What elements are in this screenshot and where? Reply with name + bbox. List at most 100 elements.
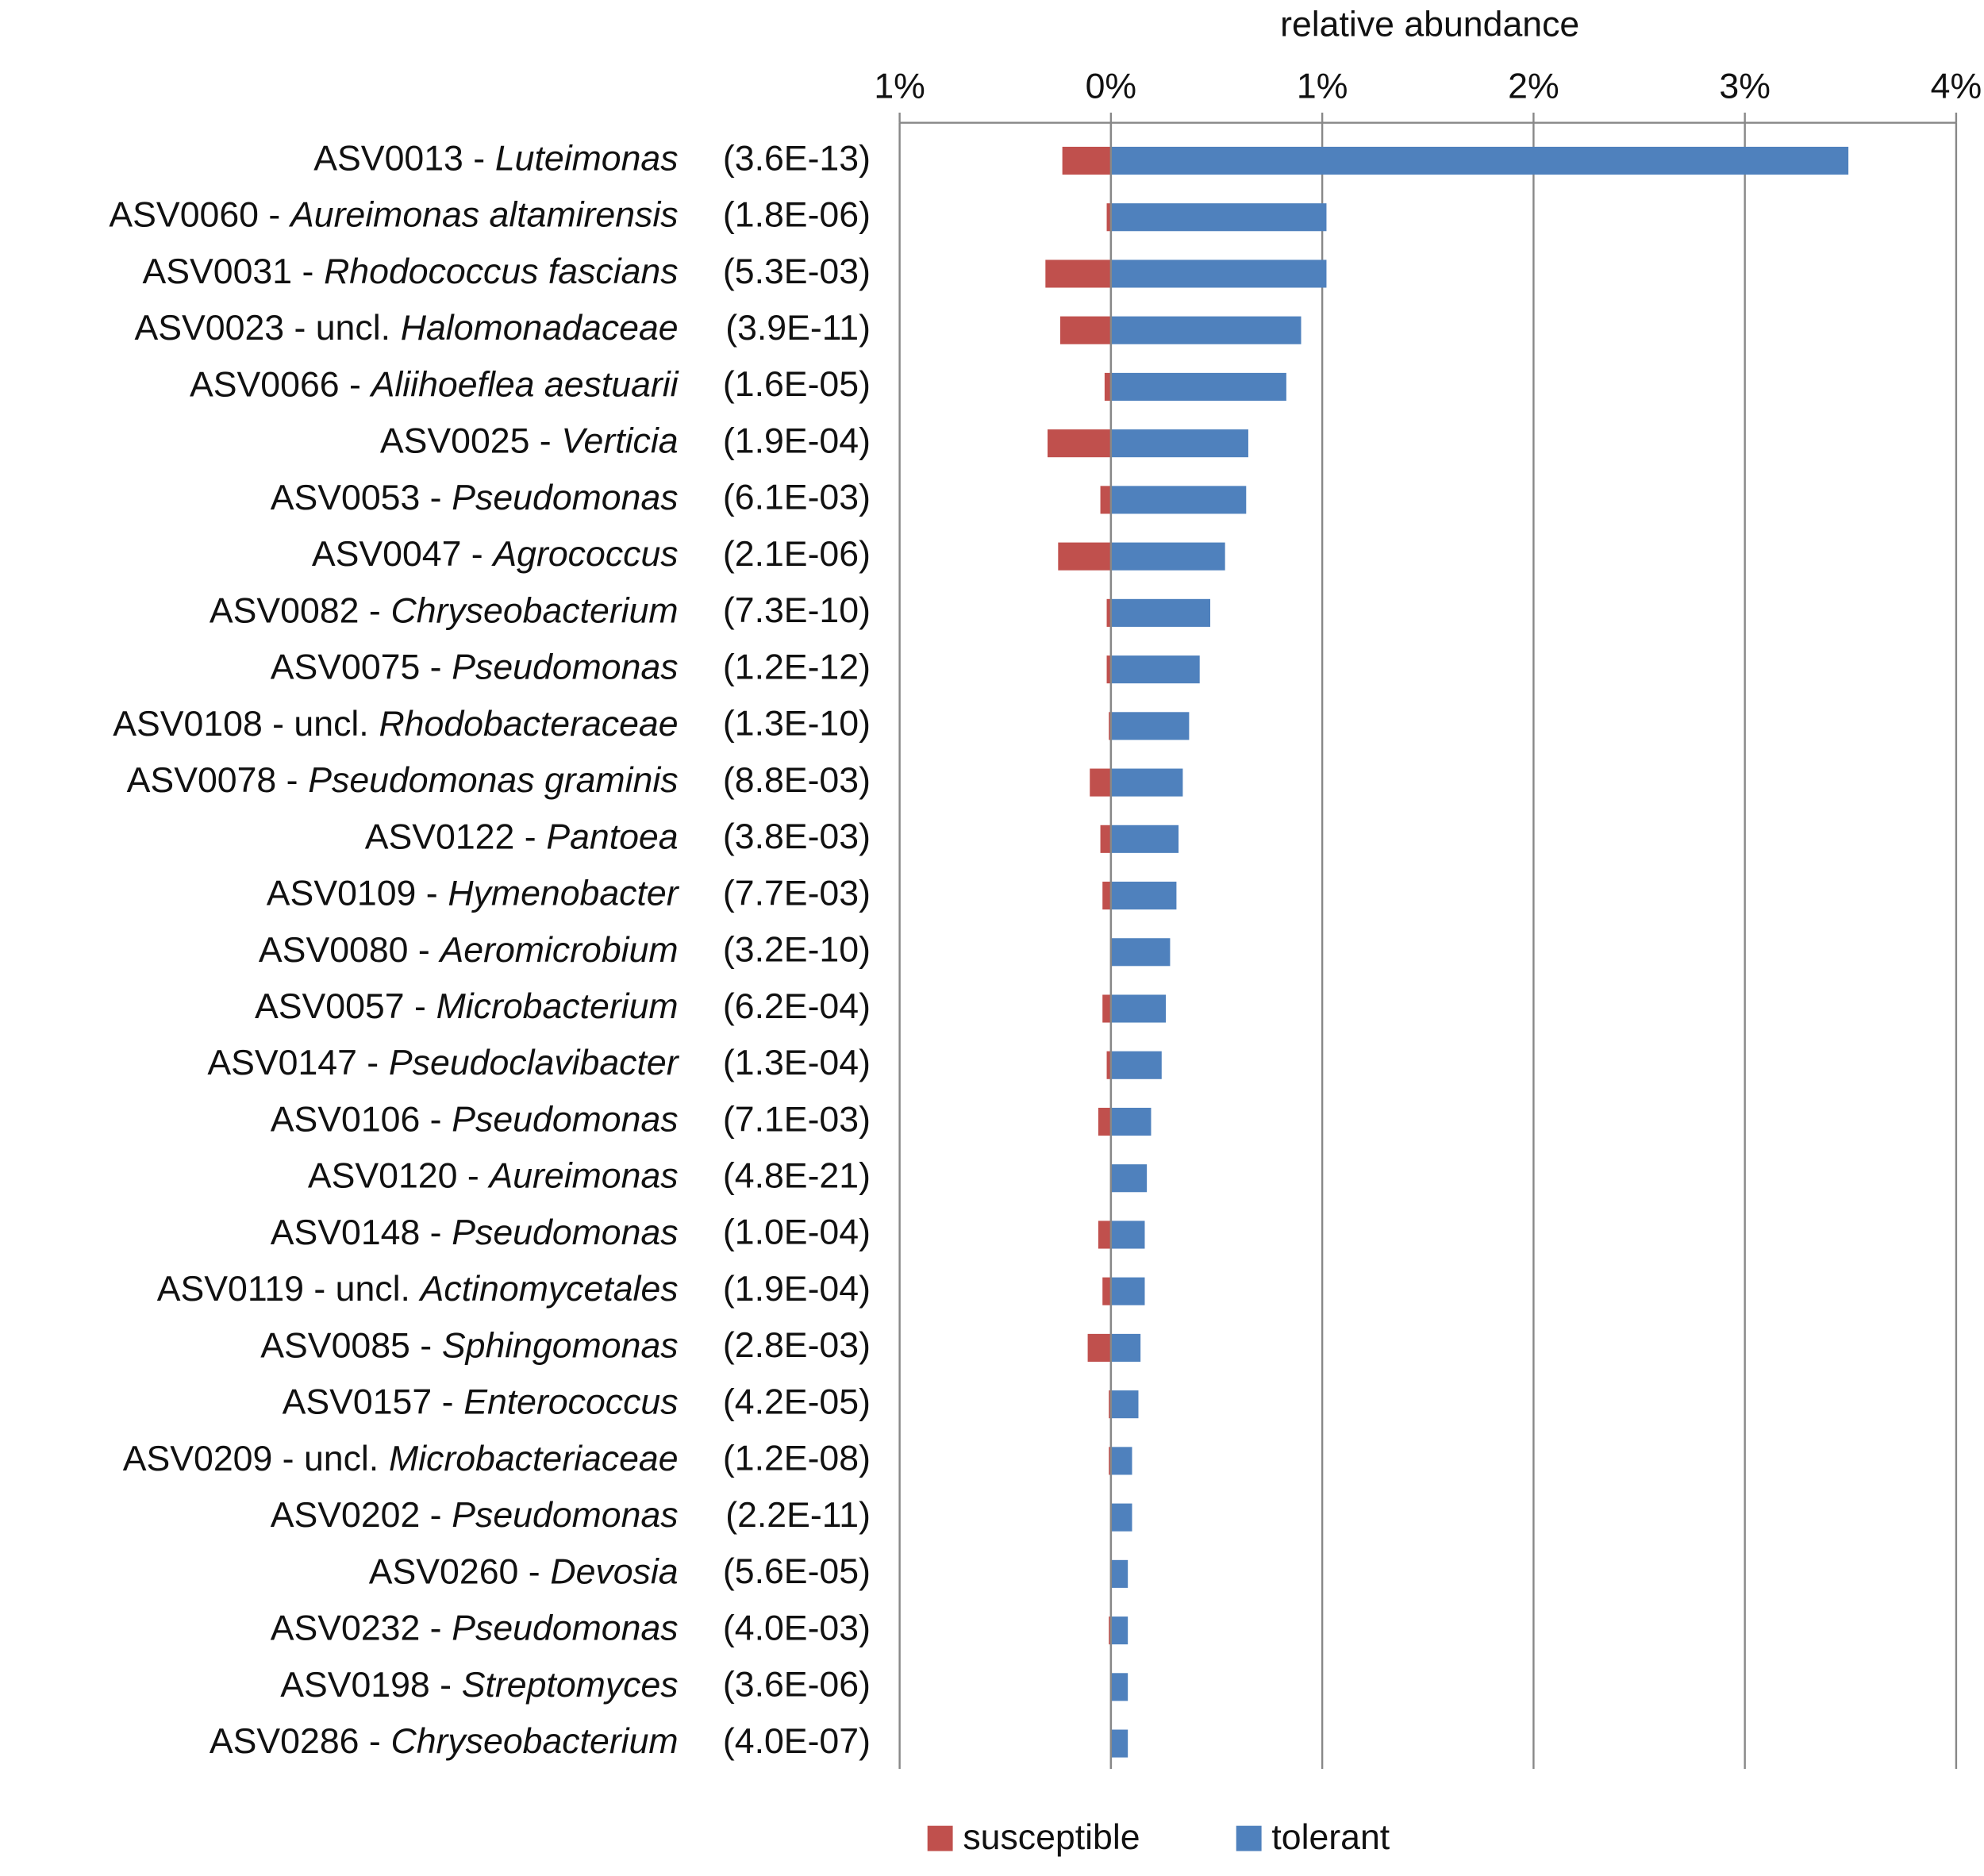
category-id: ASV0053 - [271, 479, 442, 517]
bar [1045, 259, 1111, 288]
category-taxon: Verticia [561, 421, 678, 460]
p-value: (1.6E-05) [723, 365, 871, 404]
x-tick-label: 0% [1086, 67, 1137, 106]
category-label: ASV0232 - Pseudomonas [271, 1609, 679, 1647]
bar [1110, 486, 1247, 514]
category-taxon: Streptomyces [462, 1666, 679, 1705]
category-taxon: Pseudomonas [452, 1609, 678, 1647]
p-value: (4.2E-05) [723, 1382, 871, 1421]
bar [1110, 372, 1286, 401]
category-label: ASV0082 - Chryseobacterium [210, 591, 679, 630]
bar [1110, 1107, 1152, 1136]
category-id: ASV0260 - [369, 1552, 540, 1591]
category-id: ASV0057 - [255, 987, 426, 1026]
bar [1110, 1221, 1145, 1249]
p-value: (4.0E-07) [723, 1722, 871, 1761]
bar [1087, 1333, 1111, 1362]
category-id: ASV0122 - [365, 817, 536, 856]
category-taxon: Aliihoeflea aestuarii [369, 365, 679, 404]
p-value: (6.1E-03) [723, 479, 871, 517]
category-label: ASV0085 - Sphingomonas [260, 1326, 678, 1365]
p-value: (3.6E-13) [723, 139, 871, 178]
p-value: (2.2E-11) [725, 1496, 871, 1535]
bar [1110, 203, 1327, 232]
category-id: ASV0147 - [207, 1044, 379, 1082]
legend-swatch [1236, 1825, 1262, 1851]
category-label: ASV0108 - uncl. Rhodobacteraceae [113, 705, 678, 744]
category-taxon: Chryseobacterium [390, 591, 678, 630]
category-id: ASV0025 - [380, 421, 552, 460]
category-id: ASV0232 - [271, 1609, 442, 1647]
category-id: ASV0085 - [260, 1326, 432, 1365]
category-id: ASV0013 - [313, 139, 485, 178]
p-value: (6.2E-04) [723, 987, 871, 1026]
category-taxon: Microbacteriaceae [389, 1440, 679, 1478]
category-id: ASV0148 - [271, 1213, 442, 1252]
category-id: ASV0202 - [271, 1496, 442, 1535]
category-label: ASV0075 - Pseudomonas [271, 648, 679, 686]
p-value: (1.9E-04) [723, 1270, 871, 1309]
bar [1110, 768, 1183, 797]
category-label: ASV0053 - Pseudomonas [271, 479, 679, 517]
p-value: (1.2E-08) [723, 1440, 871, 1478]
category-taxon: Pseudomonas [452, 1100, 678, 1139]
category-id: ASV0198 - [280, 1666, 452, 1705]
p-value: (1.8E-06) [723, 196, 871, 235]
bar [1090, 768, 1111, 797]
category-label: ASV0078 - Pseudomonas graminis [127, 761, 679, 800]
p-value: (1.0E-04) [723, 1213, 871, 1252]
category-label: ASV0147 - Pseudoclavibacter [207, 1044, 679, 1082]
category-label: ASV0157 - Enterococcus [283, 1382, 679, 1421]
category-id: ASV0157 - [283, 1382, 454, 1421]
bar [1110, 825, 1179, 853]
bar [1110, 1051, 1162, 1079]
category-id: ASV0108 - uncl. [113, 705, 368, 744]
x-tick-label: 1% [1297, 67, 1348, 106]
x-tick-label: 2% [1508, 67, 1559, 106]
category-id: ASV0060 - [109, 196, 280, 235]
category-taxon: Pseudomonas [452, 479, 678, 517]
p-value: (3.2E-10) [723, 931, 871, 970]
bar [1098, 1107, 1111, 1136]
category-taxon: Hymenobacter [448, 874, 679, 913]
p-value: (8.8E-03) [723, 761, 871, 800]
category-label: ASV0148 - Pseudomonas [271, 1213, 679, 1252]
category-label: ASV0260 - Devosia [369, 1552, 679, 1591]
bar [1104, 372, 1111, 401]
legend-label: susceptible [963, 1818, 1140, 1857]
bar [1100, 825, 1111, 853]
bar [1106, 655, 1111, 684]
bar [1102, 1277, 1111, 1305]
bar [1109, 1617, 1111, 1645]
x-axis-label: relative abundance [1280, 5, 1579, 44]
bar [1110, 1164, 1148, 1193]
category-taxon: Aureimonas altamirensis [288, 196, 679, 235]
bar [1098, 1221, 1111, 1249]
bar [1102, 882, 1111, 910]
p-value: (3.6E-06) [723, 1666, 871, 1705]
bar [1110, 712, 1190, 740]
bar [1110, 316, 1302, 344]
category-id: ASV0209 - uncl. [123, 1440, 379, 1478]
bar [1110, 1277, 1145, 1305]
p-value: (1.2E-12) [723, 648, 871, 686]
category-id: ASV0082 - [210, 591, 381, 630]
bar [1062, 146, 1111, 175]
category-taxon: Rhodococcus fascians [324, 252, 679, 291]
category-taxon: Rhodobacteraceae [379, 705, 678, 744]
category-taxon: Pseudomonas graminis [308, 761, 678, 800]
category-label: ASV0106 - Pseudomonas [271, 1100, 679, 1139]
p-value: (2.8E-03) [723, 1326, 871, 1365]
bar [1110, 882, 1177, 910]
bar [1047, 429, 1111, 458]
p-value: (1.9E-04) [723, 421, 871, 460]
bar [1106, 203, 1111, 232]
category-label: ASV0057 - Microbacterium [255, 987, 679, 1026]
category-taxon: Halomonadaceae [401, 309, 679, 348]
bar [1110, 429, 1248, 458]
category-label: ASV0109 - Hymenobacter [267, 874, 680, 913]
bar [1110, 1729, 1128, 1758]
category-id: ASV0106 - [271, 1100, 442, 1139]
category-taxon: Pantoea [546, 817, 678, 856]
category-label: ASV0209 - uncl. Microbacteriaceae [123, 1440, 679, 1478]
